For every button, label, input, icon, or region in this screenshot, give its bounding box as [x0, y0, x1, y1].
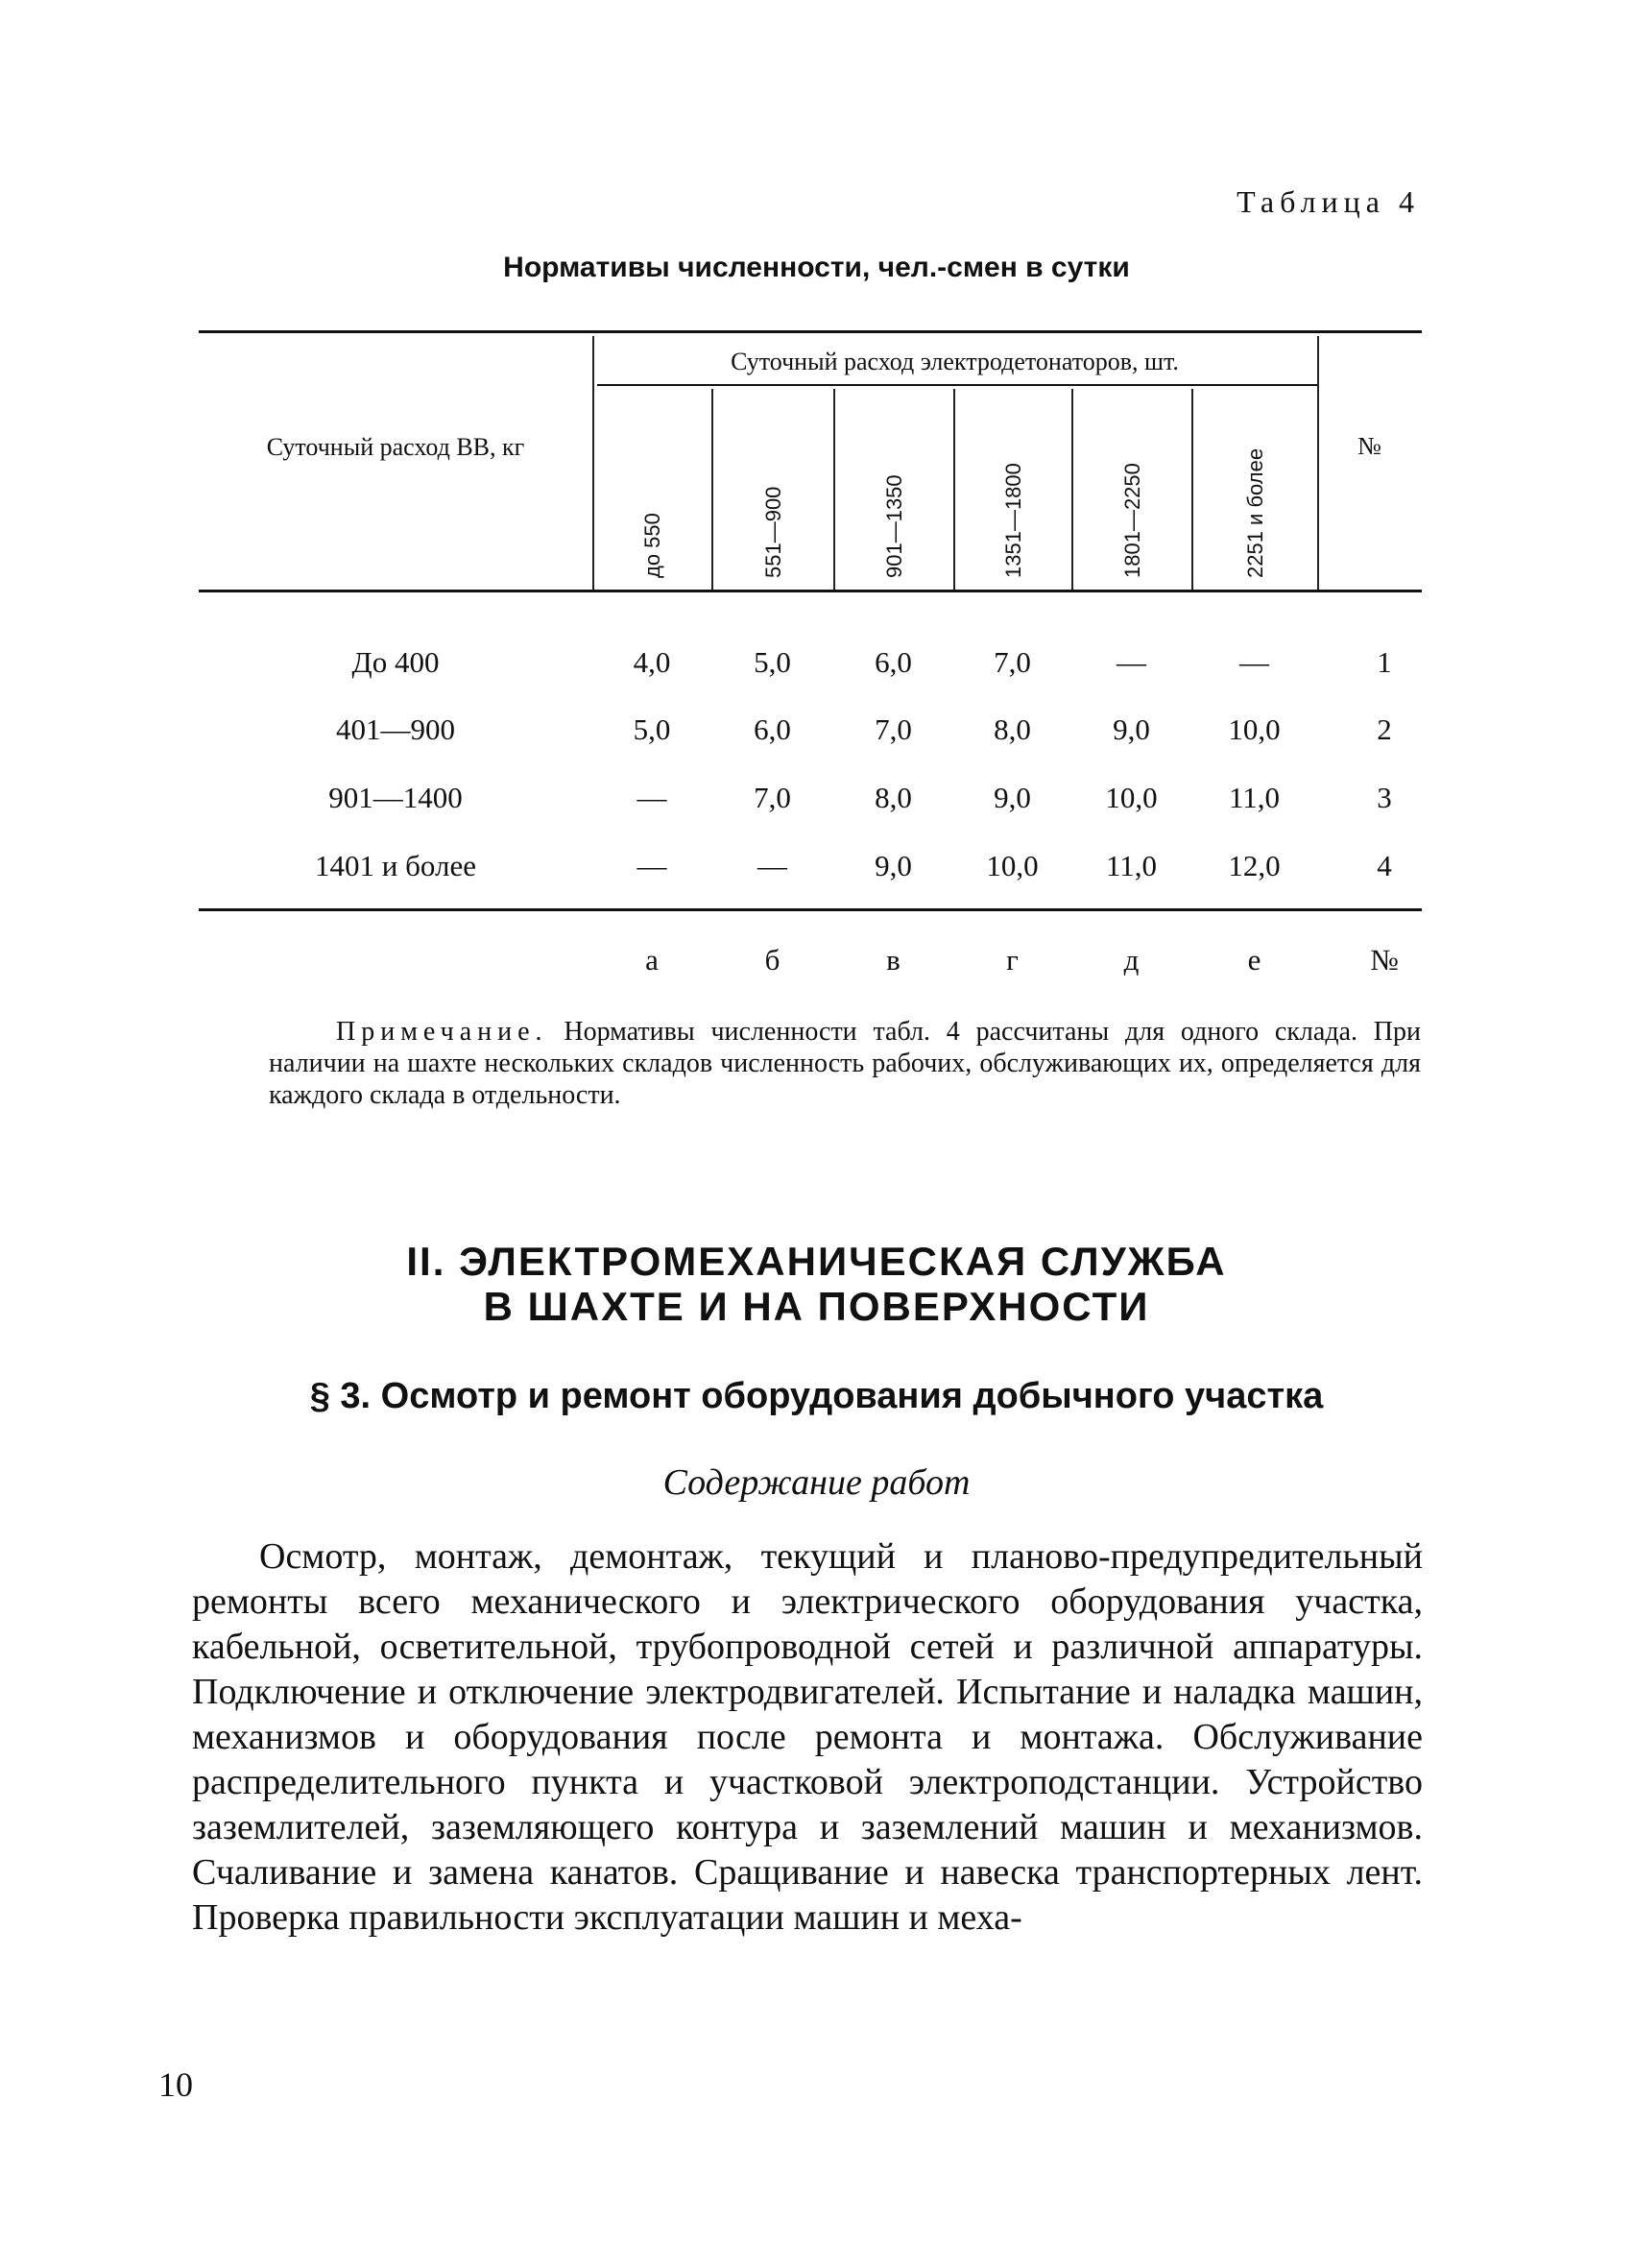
letters-no: №: [1370, 943, 1399, 977]
table-cell: —: [757, 849, 787, 882]
table-cell: 9,0: [875, 849, 912, 882]
header-bottom-rule: [199, 590, 1422, 592]
column-header: 2251 и более: [1242, 447, 1267, 578]
page-number: 10: [158, 2065, 193, 2104]
table-cell: 8,0: [875, 781, 912, 814]
subsection-title: § 3. Осмотр и ремонт оборудования добычн…: [309, 1376, 1324, 1416]
table-cell: 11,0: [1228, 781, 1281, 814]
column-letter: б: [764, 943, 780, 977]
row-label: 901—1400: [328, 781, 463, 814]
table-cell: —: [636, 781, 667, 814]
table-title: Нормативы численности, чел.-смен в сутки: [503, 252, 1130, 283]
column-divider: [1191, 389, 1193, 590]
table-cell: 7,0: [754, 781, 791, 814]
table-top-rule: [199, 330, 1422, 333]
column-divider: [1317, 336, 1319, 590]
column-letter: д: [1123, 943, 1140, 977]
table-cell: 5,0: [754, 645, 791, 679]
column-letter: в: [886, 943, 901, 977]
column-divider: [711, 389, 713, 590]
table-cell: 5,0: [633, 712, 671, 746]
table-cell: 7,0: [875, 712, 912, 746]
section-title-line-2: В ШАХТЕ И НА ПОВЕРХНОСТИ: [483, 1284, 1150, 1329]
table-cell: —: [636, 849, 667, 882]
table-cell: 11,0: [1105, 849, 1158, 882]
table-cell: —: [1117, 645, 1146, 679]
note-text: Нормативы численности табл. 4 рассчитаны…: [269, 1017, 1422, 1110]
table-cell: 12,0: [1228, 849, 1281, 882]
row-number: 4: [1377, 849, 1392, 882]
body-paragraph: Осмотр, монтаж, демонтаж, текущий и план…: [192, 1536, 1423, 1938]
row-number: 2: [1377, 712, 1392, 746]
table-cell: 10,0: [1228, 712, 1281, 746]
group-header-rule: [597, 384, 1317, 386]
table-cell: 10,0: [1105, 781, 1158, 814]
column-divider: [833, 389, 835, 590]
column-letter: а: [645, 943, 659, 977]
column-letter: е: [1247, 943, 1261, 977]
column-header: до 550: [640, 513, 664, 578]
table-cell: 4,0: [633, 645, 671, 679]
table-cell: 6,0: [754, 712, 791, 746]
table-note: Примечание. Нормативы численности табл. …: [269, 1016, 1421, 1111]
column-header: 901—1350: [881, 474, 906, 578]
table-bottom-rule: [199, 908, 1422, 911]
section-title-line-1: II. ЭЛЕКТРОМЕХАНИЧЕСКАЯ СЛУЖБА: [406, 1239, 1227, 1284]
column-divider: [1071, 389, 1073, 590]
table-cell: 9,0: [1113, 712, 1150, 746]
column-header: 1351—1800: [1000, 463, 1025, 578]
column-header: 1801—2250: [1119, 463, 1144, 578]
group-header: Суточный расход электродетонаторов, шт.: [731, 348, 1179, 375]
table-cell: 9,0: [994, 781, 1031, 814]
row-header: Суточный расход ВВ, кг: [266, 433, 525, 461]
table-label: Таблица 4: [1237, 184, 1420, 219]
column-header: 551—900: [760, 486, 785, 578]
no-header: №: [1357, 432, 1381, 460]
column-letter: г: [1006, 943, 1019, 977]
table-cell: —: [1239, 645, 1269, 679]
table-cell: 6,0: [875, 645, 912, 679]
row-label: До 400: [351, 645, 440, 679]
column-divider: [953, 389, 955, 590]
row-number: 1: [1377, 645, 1392, 679]
row-label: 401—900: [336, 712, 455, 746]
column-divider: [592, 336, 594, 590]
table-cell: 10,0: [986, 849, 1039, 882]
table-cell: 8,0: [994, 712, 1031, 746]
note-label: Примечание.: [336, 1017, 548, 1047]
table-cell: 7,0: [994, 645, 1031, 679]
row-label: 1401 и более: [315, 849, 476, 882]
row-number: 3: [1377, 781, 1392, 814]
content-heading: Содержание работ: [662, 1462, 971, 1503]
